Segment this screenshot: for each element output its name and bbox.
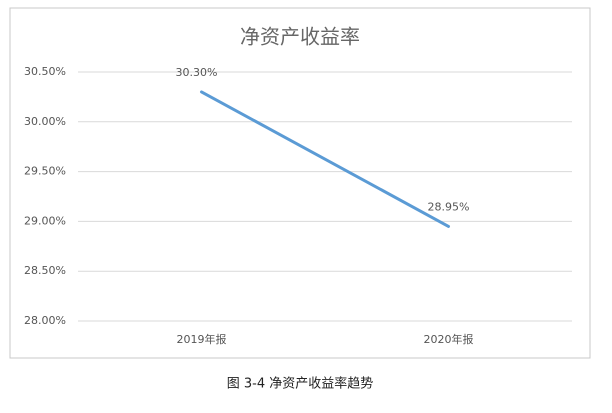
- chart-frame: [9, 7, 591, 359]
- line: [200, 90, 450, 228]
- y-tick-label: 28.00%: [24, 314, 66, 327]
- y-tick-label: 29.00%: [24, 214, 66, 227]
- y-tick-label: 29.50%: [24, 165, 66, 178]
- chart-title: 净资产收益率: [240, 25, 360, 49]
- y-tick-label: 30.50%: [24, 65, 66, 78]
- x-tick-label: 2019年报: [177, 332, 227, 346]
- y-tick-label: 28.50%: [24, 264, 66, 277]
- data-label: 28.95%: [428, 200, 470, 213]
- y-tick-label: 30.00%: [24, 115, 66, 128]
- data-label: 30.30%: [176, 66, 218, 79]
- caption: 图 3-4 净资产收益率趋势: [227, 376, 374, 392]
- x-tick-label: 2020年报: [424, 332, 474, 346]
